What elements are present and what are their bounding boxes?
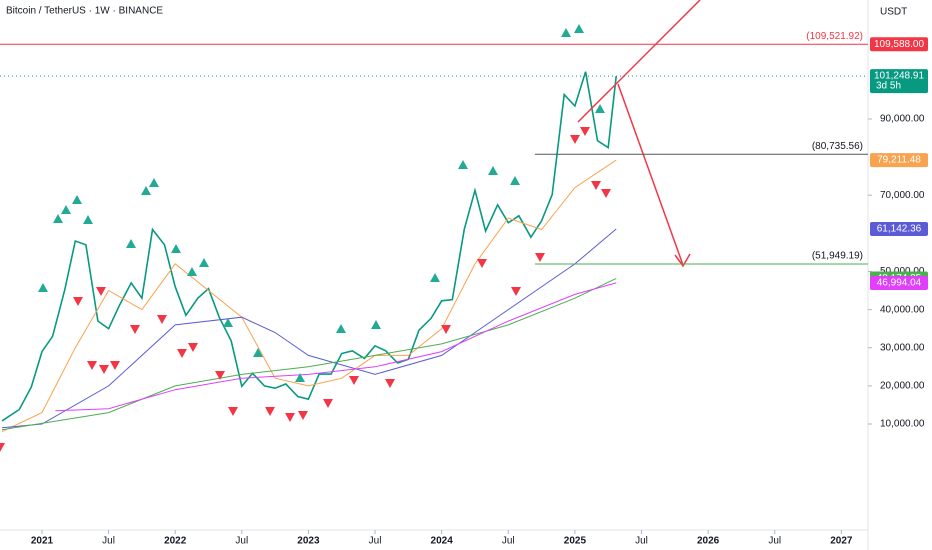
- buy-signal: [199, 258, 209, 267]
- arrow-line: [617, 83, 684, 266]
- sell-signal: [385, 379, 395, 388]
- buy-signal: [510, 176, 520, 185]
- buy-signal: [561, 28, 571, 37]
- moving-average: [1, 159, 617, 433]
- sell-signal: [87, 361, 97, 370]
- trend-line: [577, 0, 701, 123]
- sell-signal: [511, 287, 521, 296]
- buy-signal: [223, 318, 233, 327]
- price-badge-label: 109,588.00: [874, 39, 924, 50]
- drawings: [577, 0, 701, 268]
- sell-signal: [535, 253, 545, 262]
- x-tick-label: 2022: [164, 536, 187, 547]
- buy-signal: [126, 239, 136, 248]
- level-note: (80,735.56): [812, 141, 863, 152]
- signals: [0, 24, 611, 452]
- x-tick-label: Jul: [768, 536, 781, 547]
- countdown: 3d 5h: [876, 81, 901, 92]
- price-badge: [870, 37, 928, 52]
- x-tick-label: 2025: [564, 536, 587, 547]
- y-tick-label: 30,000.00: [880, 342, 925, 353]
- buy-signal: [295, 373, 305, 382]
- price-badge: [870, 221, 928, 236]
- sell-signal: [0, 443, 5, 452]
- price-badge-label: 61,142.36: [877, 224, 922, 235]
- moving-average: [1, 228, 617, 429]
- y-tick-label: 10,000.00: [880, 419, 925, 430]
- sell-signal: [570, 135, 580, 144]
- x-tick-label: Jul: [235, 536, 248, 547]
- x-tick-label: Jul: [502, 536, 515, 547]
- x-tick-label: Jul: [102, 536, 115, 547]
- x-tick-label: Jul: [369, 536, 382, 547]
- buy-signal: [83, 215, 93, 224]
- buy-signal: [141, 186, 151, 195]
- buy-signal: [574, 24, 584, 33]
- y-tick-label: 20,000.00: [880, 381, 925, 392]
- price-badge: [870, 275, 928, 290]
- sell-signal: [580, 127, 590, 136]
- sell-signal: [215, 371, 225, 380]
- price-badge-label: 79,211.48: [877, 155, 921, 166]
- sell-signal: [477, 259, 487, 268]
- chart-title: Bitcoin / TetherUS · 1W · BINANCE: [6, 6, 163, 17]
- price-badge: [870, 153, 928, 168]
- buy-signal: [371, 320, 381, 329]
- x-tick-label: 2021: [31, 536, 54, 547]
- sell-signal: [177, 349, 187, 358]
- x-tick-label: Jul: [635, 536, 648, 547]
- sell-signal: [323, 399, 333, 408]
- y-tick-label: 40,000.00: [880, 304, 925, 315]
- price-line: [1, 71, 617, 422]
- buy-signal: [595, 104, 605, 113]
- price-badge-label: 101,248.91: [874, 71, 924, 82]
- y-tick-label: 90,000.00: [880, 114, 925, 125]
- sell-signal: [73, 297, 83, 306]
- y-tick-label: 70,000.00: [880, 190, 925, 201]
- arrow-head: [674, 253, 691, 268]
- buy-signal: [149, 178, 159, 187]
- currency-label: USDT: [880, 7, 907, 18]
- buy-signal: [61, 205, 71, 214]
- sell-signal: [228, 407, 238, 416]
- buy-signal: [171, 244, 181, 253]
- price-badge-label: 46,994.04: [877, 278, 922, 289]
- buy-signal: [187, 267, 197, 276]
- sell-signal: [298, 411, 308, 420]
- sell-signal: [265, 407, 275, 416]
- buy-signal: [38, 283, 48, 292]
- sell-signal: [110, 361, 120, 370]
- buy-signal: [72, 195, 82, 204]
- buy-signal: [336, 324, 346, 333]
- buy-signal: [253, 348, 263, 357]
- buy-signal: [458, 160, 468, 169]
- x-tick-label: 2024: [431, 536, 454, 547]
- buy-signal: [488, 166, 498, 175]
- sell-signal: [441, 325, 451, 334]
- price-badge: [870, 69, 928, 94]
- x-tick-label: 2026: [697, 536, 720, 547]
- sell-signal: [601, 189, 611, 198]
- sell-signal: [349, 376, 359, 385]
- x-tick-label: 2023: [297, 536, 320, 547]
- buy-signal: [53, 214, 63, 223]
- sell-signal: [157, 315, 167, 324]
- sell-signal: [285, 413, 295, 422]
- level-note: (51,949.19): [812, 251, 863, 262]
- moving-average: [55, 282, 617, 412]
- x-tick-label: 2027: [830, 536, 853, 547]
- sell-signal: [130, 325, 140, 334]
- annotation: (109,521.92): [806, 31, 863, 42]
- buy-signal: [430, 273, 440, 282]
- sell-signal: [99, 365, 109, 374]
- sell-signal: [96, 287, 106, 296]
- sell-signal: [188, 343, 198, 352]
- sell-signal: [591, 181, 601, 190]
